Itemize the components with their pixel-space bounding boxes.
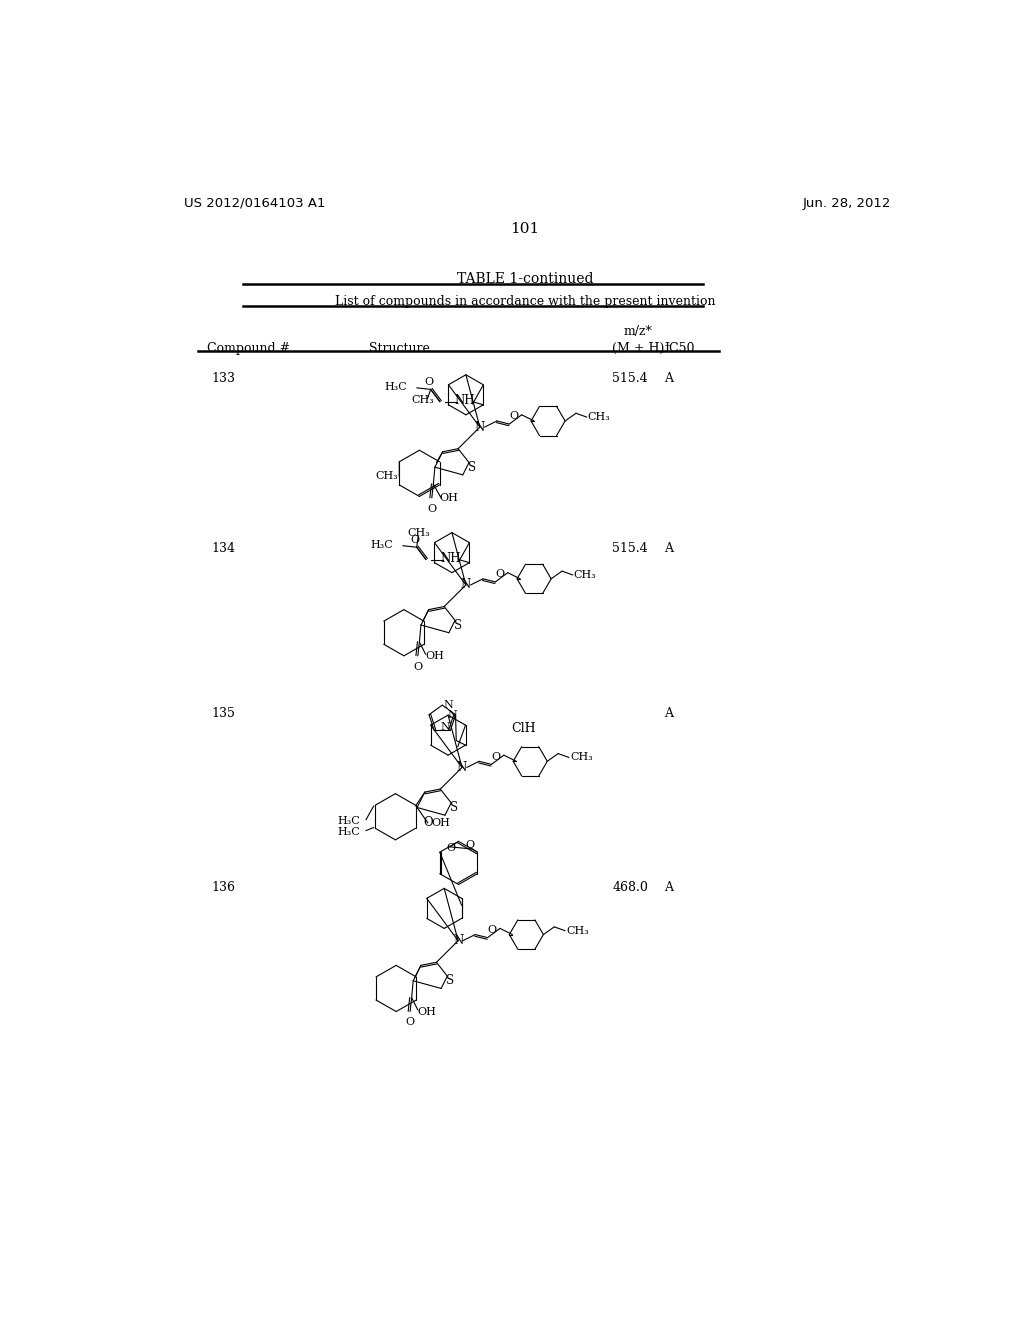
Text: O: O — [509, 412, 518, 421]
Text: OH: OH — [431, 818, 450, 828]
Text: 136: 136 — [212, 880, 236, 894]
Text: 134: 134 — [212, 543, 236, 554]
Text: N: N — [457, 760, 467, 774]
Text: H₃C: H₃C — [385, 381, 408, 392]
Text: O: O — [425, 376, 433, 387]
Text: A: A — [665, 543, 674, 554]
Text: O: O — [414, 661, 423, 672]
Text: N: N — [475, 421, 485, 434]
Text: O: O — [423, 816, 433, 829]
Text: A: A — [665, 880, 674, 894]
Text: List of compounds in accordance with the present invention: List of compounds in accordance with the… — [335, 296, 715, 309]
Text: O: O — [487, 925, 497, 935]
Text: Jun. 28, 2012: Jun. 28, 2012 — [802, 197, 891, 210]
Text: TABLE 1-continued: TABLE 1-continued — [457, 272, 593, 286]
Text: H₃C: H₃C — [338, 816, 360, 826]
Text: OH: OH — [425, 651, 444, 661]
Text: H₃C: H₃C — [371, 540, 393, 550]
Text: A: A — [665, 706, 674, 719]
Text: CH₃: CH₃ — [376, 471, 398, 482]
Text: 133: 133 — [212, 372, 236, 385]
Text: ClH: ClH — [511, 722, 536, 735]
Text: CH₃: CH₃ — [566, 925, 589, 936]
Text: OH: OH — [418, 1007, 436, 1016]
Text: NH: NH — [440, 552, 461, 565]
Text: IC50: IC50 — [665, 342, 695, 355]
Text: O: O — [465, 841, 474, 850]
Text: S: S — [468, 461, 476, 474]
Text: CH₃: CH₃ — [407, 528, 430, 539]
Text: O: O — [496, 569, 505, 579]
Text: CH₃: CH₃ — [573, 570, 597, 579]
Text: 515.4: 515.4 — [612, 372, 648, 385]
Text: H₃C: H₃C — [338, 828, 360, 837]
Text: 135: 135 — [212, 706, 236, 719]
Text: A: A — [665, 372, 674, 385]
Text: N: N — [441, 722, 451, 733]
Text: Structure: Structure — [369, 342, 430, 355]
Text: CH₃: CH₃ — [412, 395, 434, 405]
Text: US 2012/0164103 A1: US 2012/0164103 A1 — [183, 197, 326, 210]
Text: 101: 101 — [510, 222, 540, 235]
Text: S: S — [454, 619, 462, 631]
Text: N: N — [447, 710, 458, 719]
Text: S: S — [446, 974, 455, 987]
Text: NH: NH — [455, 395, 475, 408]
Text: O: O — [411, 535, 420, 545]
Text: CH₃: CH₃ — [570, 752, 593, 763]
Text: N: N — [461, 578, 471, 591]
Text: OH: OH — [439, 492, 459, 503]
Text: 515.4: 515.4 — [612, 543, 648, 554]
Text: m/z*: m/z* — [624, 325, 652, 338]
Text: 468.0: 468.0 — [612, 880, 648, 894]
Text: (M + H)⁺: (M + H)⁺ — [612, 342, 672, 355]
Text: CH₃: CH₃ — [588, 412, 610, 422]
Text: O: O — [406, 1018, 415, 1027]
Text: O: O — [492, 751, 501, 762]
Text: O: O — [446, 843, 456, 853]
Text: Compound #: Compound # — [207, 342, 290, 355]
Text: N: N — [443, 700, 454, 710]
Text: N: N — [453, 935, 463, 948]
Text: S: S — [451, 801, 459, 814]
Text: O: O — [427, 504, 436, 513]
